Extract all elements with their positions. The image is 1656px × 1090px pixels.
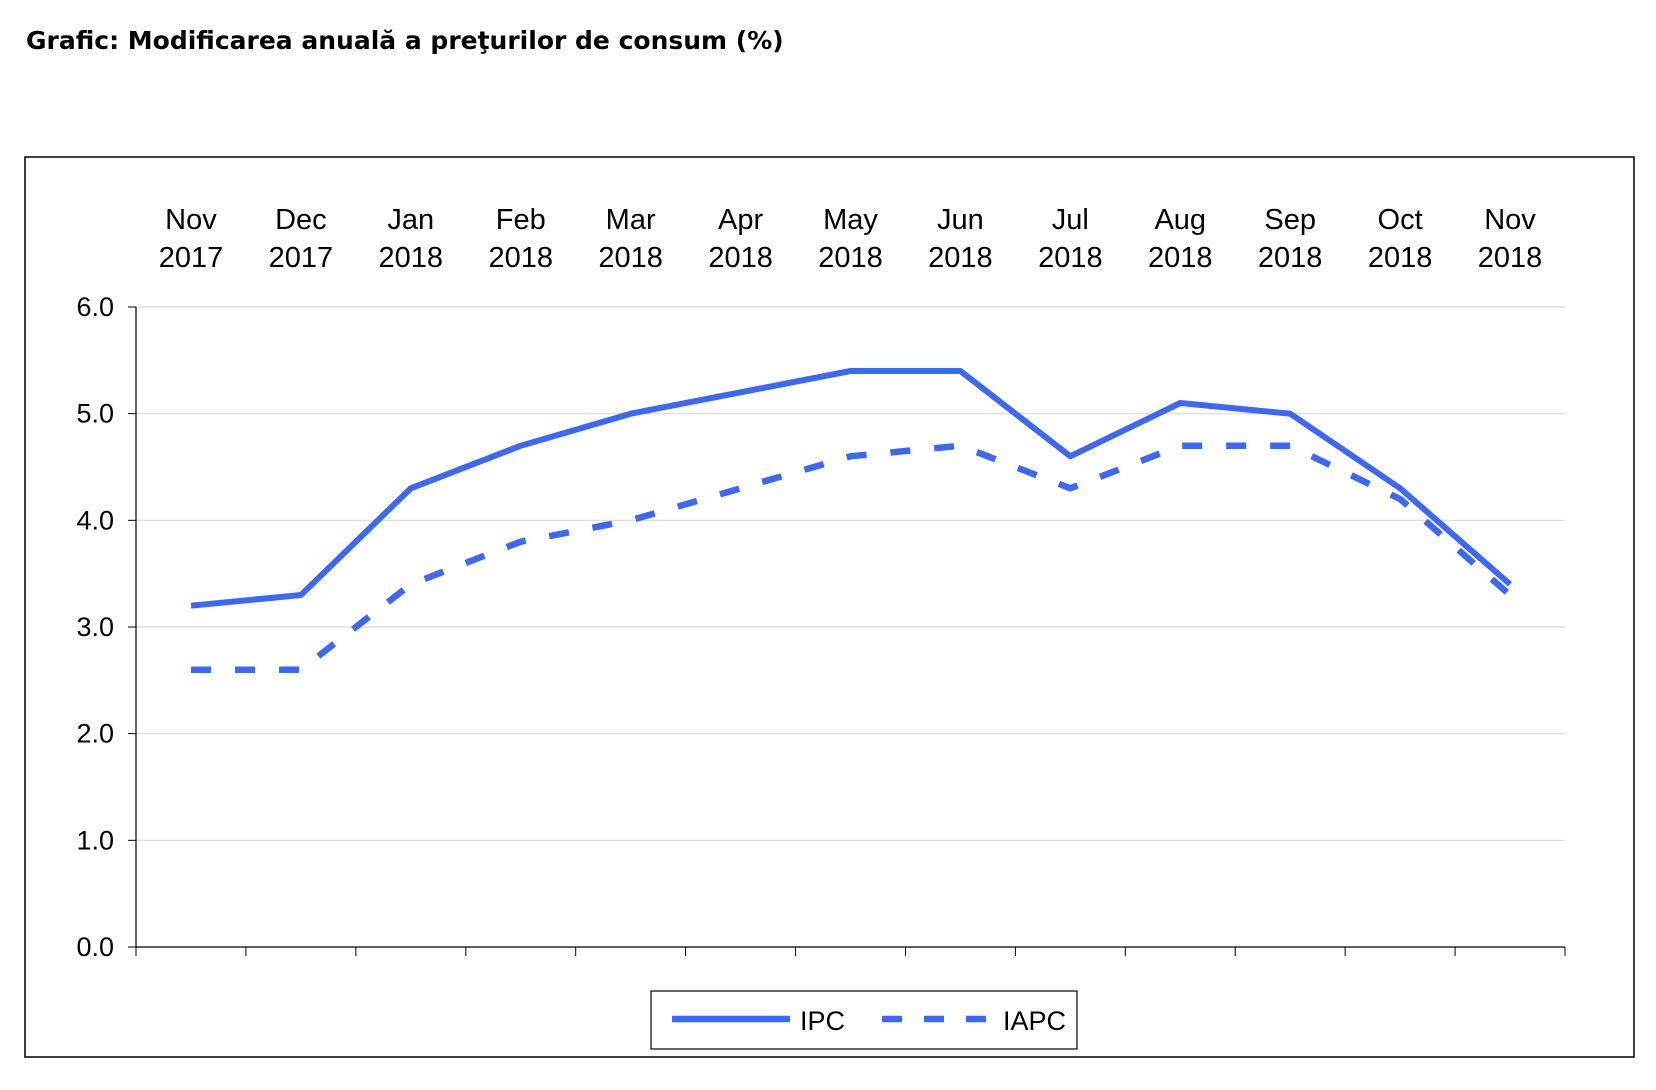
x-tick-label: Aug 2018 xyxy=(1148,204,1213,274)
x-tick-label-line: Nov xyxy=(1484,204,1536,236)
x-tick-label-line: Feb xyxy=(496,204,546,236)
x-tick-label-line: 2018 xyxy=(488,242,553,274)
chart-frame xyxy=(24,156,1635,1058)
x-tick-label: Apr 2018 xyxy=(708,204,773,274)
x-tick-label-line: Jun xyxy=(937,204,984,236)
x-tick-label-line: Aug xyxy=(1154,204,1206,236)
series-line-ipc xyxy=(190,368,1512,609)
x-tick-label-line: Apr xyxy=(718,204,763,236)
legend-label-iapc: IAPC xyxy=(1003,1006,1066,1036)
y-tick-label: 4.0 xyxy=(76,505,114,535)
x-tick-label: Feb 2018 xyxy=(488,204,553,274)
x-tick-label-line: 2018 xyxy=(1478,242,1543,274)
y-tick-label: 0.0 xyxy=(76,932,114,962)
series-lines xyxy=(190,368,1513,673)
series-line-iapc xyxy=(191,442,1513,673)
y-tick-label: 1.0 xyxy=(76,825,114,855)
x-tick-label-line: 2018 xyxy=(598,242,663,274)
y-tick-labels: 0.0 1.0 2.0 3.0 4.0 5.0 6.0 xyxy=(76,292,114,962)
x-tick-label-line: Oct xyxy=(1378,204,1423,236)
legend-label-ipc: IPC xyxy=(800,1006,845,1036)
x-tick-label-line: 2018 xyxy=(1038,242,1103,274)
x-tick-label: Jun 2018 xyxy=(928,204,993,274)
page-title: Grafic: Modificarea anuală a preţurilor … xyxy=(26,26,784,55)
y-tick-label: 6.0 xyxy=(76,292,114,322)
x-tick-label: Jul 2018 xyxy=(1038,204,1103,274)
x-tick-label-line: 2018 xyxy=(708,242,773,274)
x-tick-label-line: 2017 xyxy=(159,242,224,274)
x-tick-label: May 2018 xyxy=(818,204,883,274)
y-tick-label: 5.0 xyxy=(76,399,114,429)
x-tick-label-line: Sep xyxy=(1264,204,1316,236)
x-tick-label-line: 2018 xyxy=(928,242,993,274)
x-tick-label-line: 2018 xyxy=(379,242,444,274)
x-tick-label-line: Nov xyxy=(165,204,217,236)
axes xyxy=(128,306,1566,956)
x-tick-label-line: 2018 xyxy=(1258,242,1323,274)
x-tick-label: Oct 2018 xyxy=(1368,204,1433,274)
x-tick-label: Dec 2017 xyxy=(269,204,334,274)
x-tick-label: Mar 2018 xyxy=(598,204,663,274)
x-tick-label: Jan 2018 xyxy=(379,204,444,274)
x-tick-label-line: Jan xyxy=(387,204,434,236)
x-tick-label-line: Dec xyxy=(275,204,327,236)
x-tick-label: Nov 2018 xyxy=(1478,204,1543,274)
x-tick-label-line: 2018 xyxy=(1148,242,1213,274)
x-tick-label-line: Mar xyxy=(606,204,656,236)
x-tick-label-line: 2018 xyxy=(1368,242,1433,274)
x-tick-label-line: May xyxy=(823,204,878,236)
x-tick-label: Nov 2017 xyxy=(159,204,224,274)
legend: IPC IAPC xyxy=(650,990,1078,1050)
x-tick-label-line: 2017 xyxy=(269,242,334,274)
x-tick-label: Sep 2018 xyxy=(1258,204,1323,274)
x-tick-labels: Nov 2017 Dec 2017 Jan 2018 Feb 2018 Mar 2018 Apr 20… xyxy=(159,204,1543,274)
y-tick-label: 2.0 xyxy=(76,719,114,749)
x-tick-label-line: 2018 xyxy=(818,242,883,274)
y-tick-label: 3.0 xyxy=(76,612,114,642)
x-tick-label-line: Jul xyxy=(1052,204,1089,236)
